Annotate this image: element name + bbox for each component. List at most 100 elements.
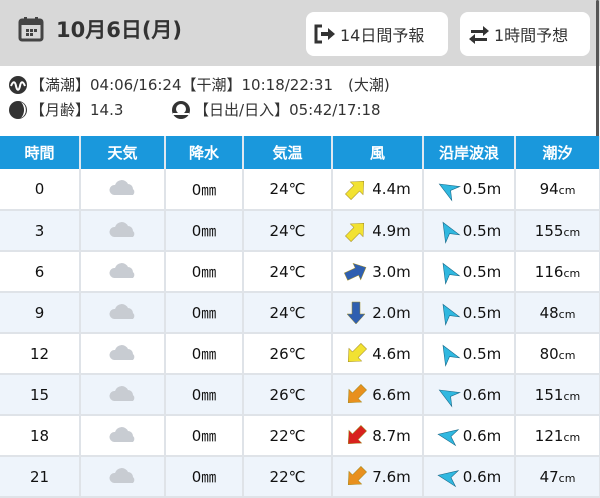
wave-height: 0.6m	[462, 467, 502, 486]
moon-icon	[9, 100, 27, 119]
wave-height: 0.6m	[462, 426, 502, 445]
date-text: 10月6日(月)	[56, 18, 183, 42]
time-cell: 3	[0, 210, 81, 252]
wind-arrow-icon	[348, 342, 368, 362]
tide-cell: 121cm	[515, 415, 600, 457]
weather-cell	[80, 374, 166, 416]
wave-direction-icon	[438, 183, 461, 202]
weather-cell	[80, 415, 166, 457]
tide-value: 121	[534, 426, 564, 445]
wave-height: 0.5m	[462, 303, 502, 322]
scrollbar[interactable]	[596, 0, 599, 160]
calendar-icon	[18, 17, 44, 42]
wave-height: 0.5m	[462, 344, 502, 363]
tide-value: 151	[534, 385, 564, 404]
wind-cell: 4.9m	[332, 210, 424, 252]
rain-cell: 0㎜	[165, 333, 244, 375]
top-bar: 10月6日(月) 14日間予報 1時間予想	[0, 0, 600, 66]
wind-arrow-icon	[346, 301, 366, 324]
wave-cell: 0.5m	[423, 210, 516, 252]
wave-direction-icon	[442, 344, 461, 367]
tide-value: 47	[539, 467, 559, 486]
weather-cell	[80, 456, 166, 498]
14-day-forecast-button[interactable]: 14日間予報	[306, 12, 448, 56]
tide-value: 94	[539, 180, 559, 198]
time-cell: 15	[0, 374, 81, 416]
wave-direction-icon	[437, 428, 460, 446]
temp-cell: 26℃	[243, 374, 333, 416]
wave-direction-icon	[442, 221, 461, 244]
moon-sun-info: 【月齢】 14.3 【日出/日入】05:42/17:18	[8, 99, 381, 120]
tide-unit: cm	[563, 225, 581, 239]
cloud-icon	[108, 221, 134, 237]
wave-direction-icon	[437, 469, 460, 487]
table-row: 18 0㎜ 22℃ 8.7m 0.6m 121cm	[0, 415, 600, 457]
tide-unit: cm	[563, 266, 581, 280]
wind-cell: 6.6m	[332, 374, 424, 416]
weather-cell	[80, 210, 166, 252]
wind-arrow-icon	[345, 222, 365, 242]
temp-cell: 22℃	[243, 415, 333, 457]
wave-height: 0.5m	[462, 262, 502, 281]
tide-unit: cm	[563, 389, 581, 403]
tide-info: 【満潮】04:06/16:24【干潮】10:18/22:31 (大潮)	[8, 74, 390, 95]
wind-speed: 4.6m	[372, 344, 411, 363]
rain-cell: 0㎜	[165, 415, 244, 457]
cloud-icon	[108, 344, 134, 360]
cloud-icon	[108, 426, 134, 442]
wind-arrow-icon	[348, 383, 368, 403]
wind-cell: 4.6m	[332, 333, 424, 375]
wave-cell: 0.6m	[423, 374, 516, 416]
wind-arrow-icon	[348, 465, 368, 485]
swap-arrows-icon	[469, 26, 489, 44]
time-cell: 0	[0, 169, 81, 211]
tide-wave-icon	[9, 75, 27, 94]
cloud-icon	[108, 467, 134, 483]
wind-speed: 6.6m	[372, 385, 411, 404]
wind-speed: 8.7m	[372, 426, 411, 445]
table-row: 0 0㎜ 24℃ 4.4m 0.5m 94cm	[0, 169, 600, 211]
button-label: 1時間予想	[494, 26, 569, 45]
time-cell: 6	[0, 251, 81, 293]
wind-speed: 4.4m	[372, 180, 411, 198]
column-header: 天気	[80, 136, 166, 169]
column-header: 沿岸波浪	[423, 136, 516, 169]
wave-direction-icon	[442, 303, 461, 326]
tide-cell: 94cm	[515, 169, 600, 211]
column-header: 降水	[165, 136, 244, 169]
weather-cell	[80, 333, 166, 375]
column-header: 風	[332, 136, 424, 169]
tide-unit: cm	[558, 307, 576, 321]
wind-cell: 3.0m	[332, 251, 424, 293]
wave-direction-icon	[438, 389, 461, 407]
table-row: 9 0㎜ 24℃ 2.0m 0.5m 48cm	[0, 292, 600, 334]
tide-unit: cm	[558, 184, 576, 197]
wave-cell: 0.6m	[423, 456, 516, 498]
weather-cell	[80, 292, 166, 334]
tide-cell: 155cm	[515, 210, 600, 252]
rain-cell: 0㎜	[165, 169, 244, 211]
sunrise-icon	[172, 100, 191, 119]
tide-cell: 151cm	[515, 374, 600, 416]
wind-cell: 2.0m	[332, 292, 424, 334]
rain-cell: 0㎜	[165, 374, 244, 416]
wind-arrow-icon	[345, 180, 365, 200]
weather-cell	[80, 169, 166, 211]
1-hour-forecast-button[interactable]: 1時間予想	[460, 12, 590, 56]
wind-arrow-icon	[348, 424, 368, 444]
table-row: 6 0㎜ 24℃ 3.0m 0.5m 116cm	[0, 251, 600, 293]
sun-text: 【日出/日入】05:42/17:18	[194, 101, 381, 119]
time-cell: 12	[0, 333, 81, 375]
wind-speed: 2.0m	[372, 303, 411, 322]
wind-cell: 8.7m	[332, 415, 424, 457]
wave-cell: 0.5m	[423, 333, 516, 375]
forecast-table: 時間 天気 降水 気温風沿岸波浪 潮汐 0 0㎜ 24℃ 4.4m 0.5m 94cm 3…	[0, 136, 600, 498]
table-row: 3 0㎜ 24℃ 4.9m 0.5m 155cm	[0, 210, 600, 252]
exit-arrow-icon	[314, 24, 335, 44]
wind-cell: 4.4m	[332, 169, 424, 211]
tide-value: 116	[534, 262, 564, 281]
rain-cell: 0㎜	[165, 456, 244, 498]
column-header: 潮汐	[515, 136, 600, 169]
tide-cell: 116cm	[515, 251, 600, 293]
tide-unit: cm	[558, 348, 576, 362]
